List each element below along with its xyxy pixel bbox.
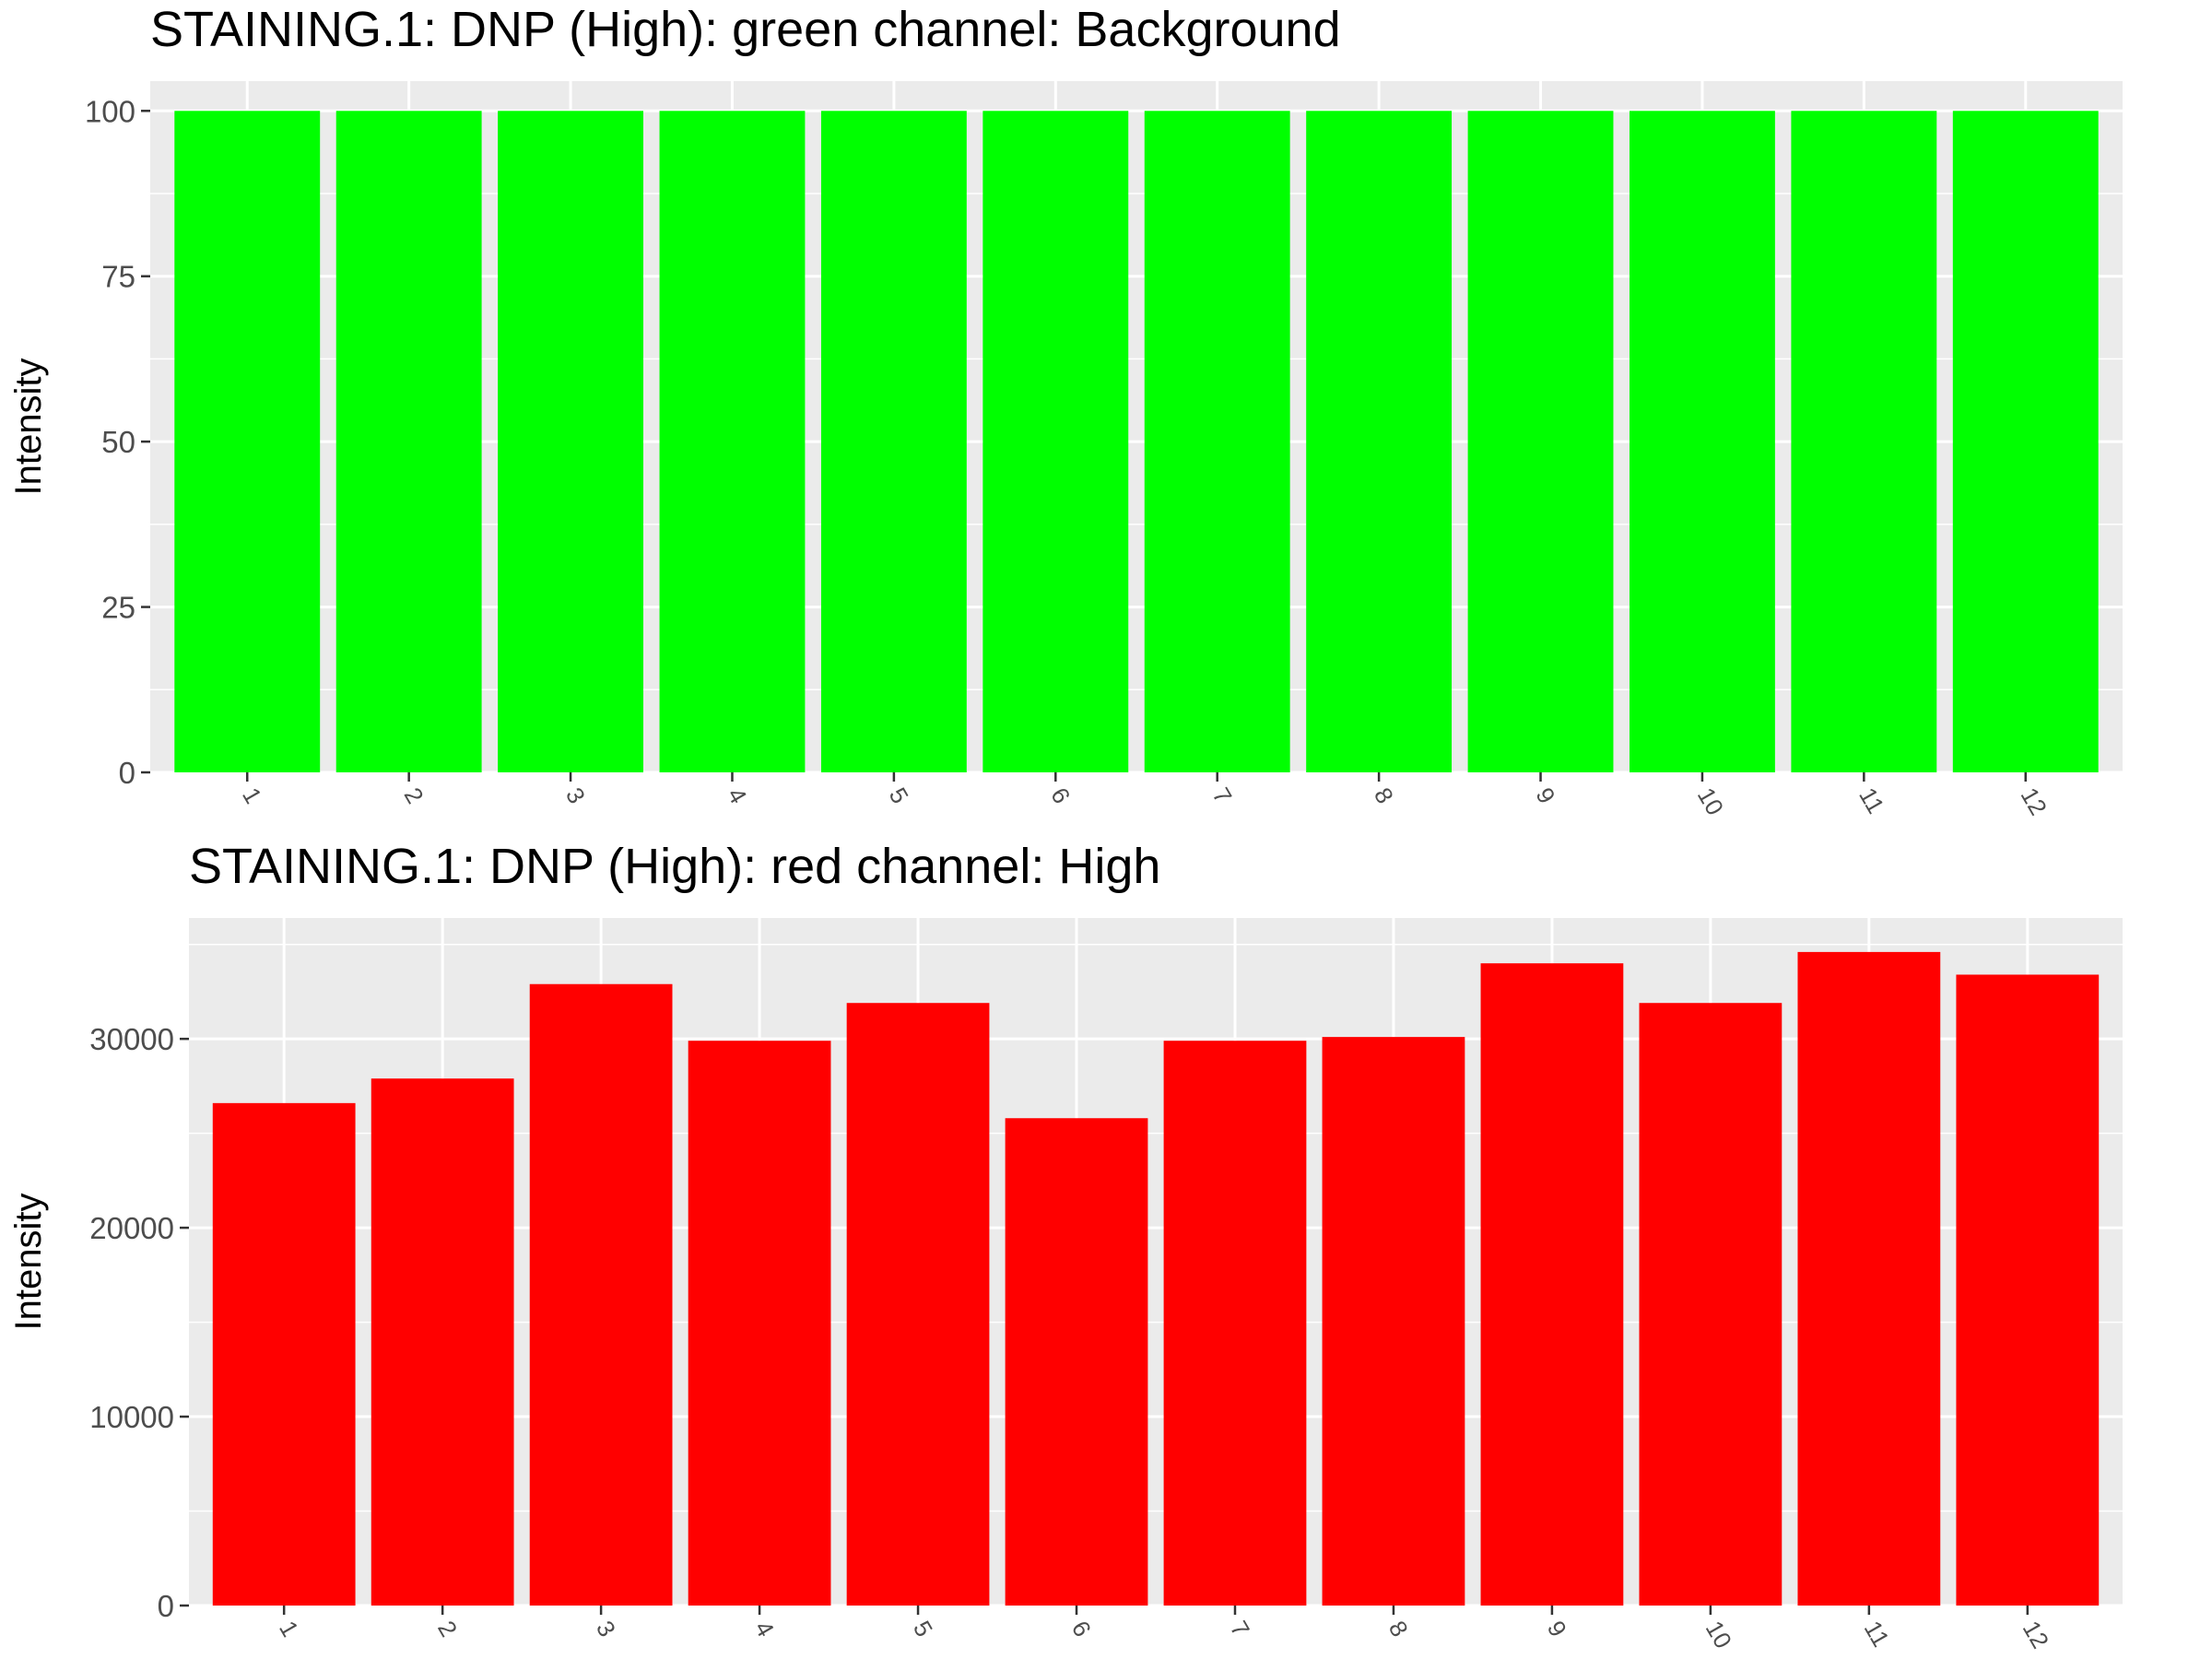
x-tick-label: 3 xyxy=(560,782,591,808)
bar-3 xyxy=(529,983,673,1606)
bar-12 xyxy=(1956,974,2100,1606)
bar-7 xyxy=(1163,1041,1307,1606)
x-tick-label: 8 xyxy=(1369,782,1399,808)
x-tick-label: 12 xyxy=(2018,1616,2054,1653)
y-tick-label: 25 xyxy=(101,591,135,625)
bar-5 xyxy=(846,1003,990,1606)
bar-4 xyxy=(659,111,806,773)
y-tick-label: 75 xyxy=(101,260,135,294)
bar-4 xyxy=(688,1041,831,1606)
chart-title: STAINING.1: DNP (High): green channel: B… xyxy=(150,2,1341,57)
bar-3 xyxy=(498,111,643,773)
x-tick-label: 8 xyxy=(1383,1616,1414,1641)
bar-2 xyxy=(335,111,482,773)
x-tick-label: 2 xyxy=(399,782,429,808)
x-tick-label: 11 xyxy=(1853,782,1889,818)
y-tick-label: 0 xyxy=(119,756,135,790)
x-tick-label: 5 xyxy=(908,1616,938,1641)
x-tick-label: 6 xyxy=(1045,782,1076,808)
bar-8 xyxy=(1322,1037,1465,1606)
y-tick-label: 100 xyxy=(85,94,135,128)
y-tick-label: 0 xyxy=(158,1589,174,1623)
y-tick-label: 30000 xyxy=(89,1022,174,1056)
bar-7 xyxy=(1144,111,1290,773)
y-axis-title: Intensity xyxy=(8,1194,49,1331)
x-tick-label: 1 xyxy=(274,1616,304,1641)
x-tick-label: 1 xyxy=(237,782,267,808)
bar-6 xyxy=(982,111,1129,773)
y-axis-title: Intensity xyxy=(8,359,49,496)
x-tick-label: 3 xyxy=(591,1616,621,1641)
x-tick-label: 4 xyxy=(722,782,752,808)
y-tick-label: 50 xyxy=(101,425,135,459)
bar-1 xyxy=(212,1102,356,1606)
bar-9 xyxy=(1467,111,1614,773)
chart-title: STAINING.1: DNP (High): red channel: Hig… xyxy=(189,839,1160,894)
x-tick-label: 7 xyxy=(1207,782,1238,808)
x-tick-label: 10 xyxy=(1692,782,1729,819)
x-tick-label: 11 xyxy=(1859,1616,1895,1651)
bar-10 xyxy=(1639,1003,1783,1606)
x-tick-label: 4 xyxy=(749,1616,780,1641)
x-tick-label: 9 xyxy=(1542,1616,1572,1641)
bar-11 xyxy=(1791,111,1937,773)
y-tick-label: 10000 xyxy=(89,1400,174,1434)
bar-10 xyxy=(1630,111,1775,773)
x-tick-label: 12 xyxy=(2016,782,2053,819)
bar-1 xyxy=(174,111,321,773)
bar-6 xyxy=(1005,1118,1148,1606)
bar-9 xyxy=(1480,963,1624,1606)
x-tick-label: 2 xyxy=(432,1616,463,1641)
x-tick-label: 10 xyxy=(1700,1616,1737,1653)
y-tick-label: 20000 xyxy=(89,1211,174,1245)
x-tick-label: 9 xyxy=(1530,782,1560,808)
bar-5 xyxy=(820,111,967,773)
bar-12 xyxy=(1952,111,2099,773)
x-tick-label: 6 xyxy=(1066,1616,1097,1641)
x-tick-label: 7 xyxy=(1225,1616,1255,1641)
bar-11 xyxy=(1797,951,1941,1606)
x-tick-label: 5 xyxy=(884,782,914,808)
bar-2 xyxy=(371,1078,514,1606)
bar-8 xyxy=(1306,111,1453,773)
